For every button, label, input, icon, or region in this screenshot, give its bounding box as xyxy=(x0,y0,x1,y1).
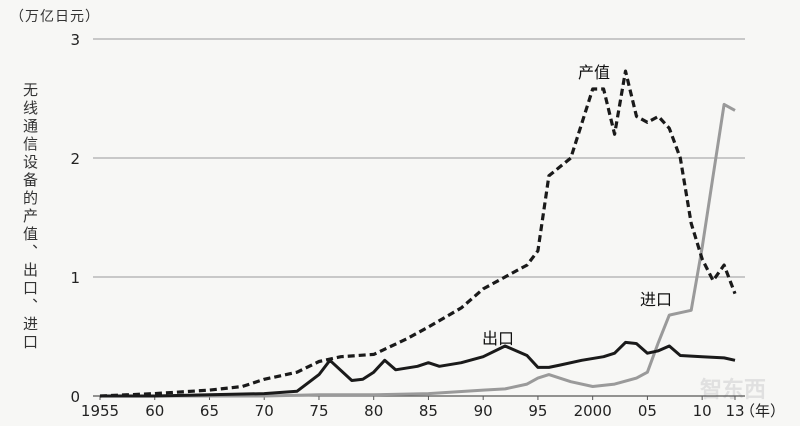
x-tick-label: 1955 xyxy=(81,402,119,420)
x-tick-label: 80 xyxy=(364,402,383,420)
x-tick-label: 60 xyxy=(145,402,164,420)
y-tick-label: 3 xyxy=(70,31,80,49)
x-tick-label: 85 xyxy=(419,402,438,420)
x-tick-label: 90 xyxy=(474,402,493,420)
series-line-产值 xyxy=(99,69,737,398)
y-tick-label: 2 xyxy=(70,150,80,168)
unit-label: （万亿日元） xyxy=(10,9,100,25)
x-tick-label: 75 xyxy=(309,402,328,420)
y-axis-label: 无线通信设备的产值、出口、进口 xyxy=(21,82,39,352)
series-line-出口 xyxy=(100,340,736,398)
y-tick-label: 0 xyxy=(70,388,80,406)
x-tick-label: 05 xyxy=(638,402,657,420)
x-tick-label: 65 xyxy=(200,402,219,420)
series-lines xyxy=(99,69,737,398)
grid xyxy=(93,38,745,397)
x-tick-label: 70 xyxy=(255,402,274,420)
watermark: 智东西 xyxy=(699,378,766,403)
annotation-label: 进口 xyxy=(640,290,672,309)
annotation-label: 出口 xyxy=(482,329,514,348)
x-tick-label: 13 xyxy=(725,402,744,420)
x-tick-label: 2000 xyxy=(574,402,612,420)
x-axis-ticks: 1955 60 65 70 75 80 85 90 95 2000 05 10 13（年） xyxy=(81,396,785,420)
annotation-label: 产值 xyxy=(578,63,610,82)
x-axis-label: （年） xyxy=(740,402,785,420)
x-tick-label: 95 xyxy=(528,402,547,420)
y-tick-label: 1 xyxy=(70,269,80,287)
series-line-进口 xyxy=(100,102,736,398)
x-tick-label: 10 xyxy=(693,402,712,420)
y-axis-ticks: 0 1 2 3 xyxy=(70,31,80,406)
